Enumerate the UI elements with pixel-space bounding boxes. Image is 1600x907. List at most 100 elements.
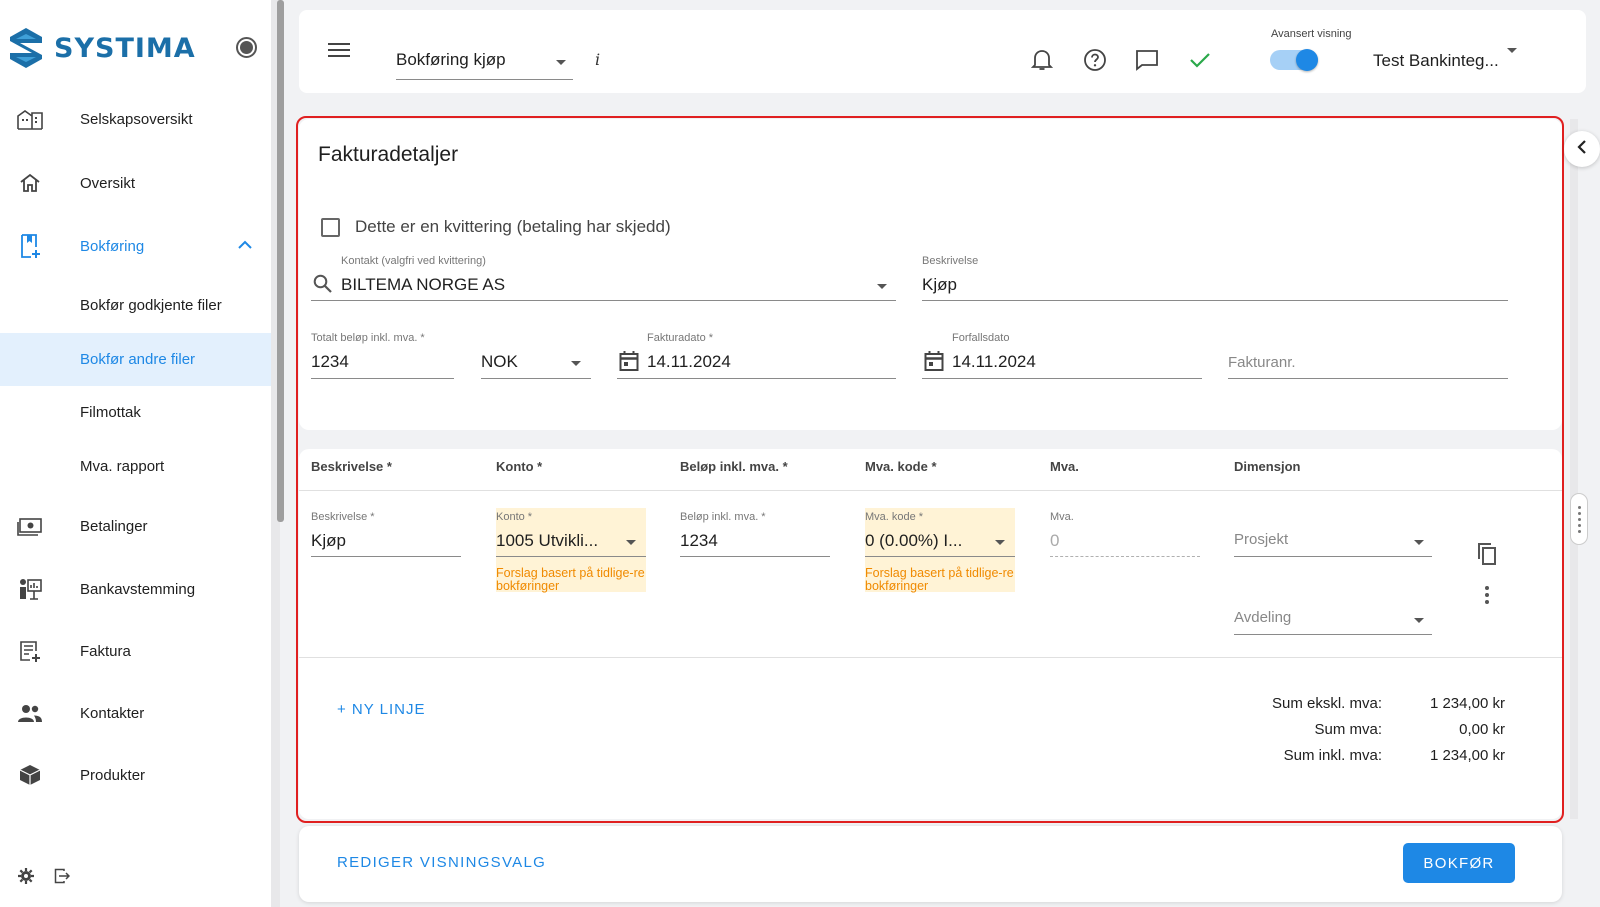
line-amount-field[interactable]: Beløp inkl. mva. * 1234 (680, 511, 830, 557)
sidebar-scrollbar[interactable] (271, 0, 280, 907)
sidebar-subitem-label: Filmottak (80, 404, 141, 421)
products-icon (17, 762, 43, 788)
chevron-down-icon (995, 540, 1005, 545)
sidebar-item-bookkeeping[interactable]: Bokføring (0, 233, 278, 259)
sum-incl-vat-label: Sum inkl. mva: (1283, 747, 1382, 764)
sidebar-item-label: Bokføring (80, 237, 145, 255)
chevron-left-icon (1577, 139, 1587, 159)
systima-logo-icon (10, 28, 42, 68)
settings-gear-icon[interactable] (18, 868, 34, 889)
sidebar-item-label: Produkter (80, 766, 146, 784)
sidebar-subitem-file-inbox[interactable]: Filmottak (0, 386, 278, 439)
more-vertical-icon[interactable] (1484, 585, 1490, 610)
column-header-vat: Mva. (1050, 459, 1079, 474)
department-select[interactable]: Avdeling (1234, 589, 1432, 635)
checkmark-icon[interactable] (1186, 46, 1214, 74)
sidebar-item-label: Oversikt (80, 174, 136, 192)
chevron-down-icon (877, 284, 887, 289)
line-description-value: Kjøp (311, 531, 346, 550)
total-amount-field[interactable]: Totalt beløp inkl. mva. * 1234 (311, 332, 454, 379)
sidebar-item-label: Bankavstemming (80, 580, 196, 598)
sidebar-item-invoice[interactable]: Faktura (0, 638, 278, 664)
sidebar-item-contacts[interactable]: Kontakter (0, 700, 278, 726)
sum-excl-vat-value: 1 234,00 kr (1429, 695, 1505, 712)
sidebar-item-bank-reconciliation[interactable]: Bankavstemming (0, 576, 278, 602)
invoice-number-placeholder: Fakturanr. (1228, 354, 1296, 371)
invoice-details-title: Fakturadetaljer (318, 143, 459, 166)
company-select-value[interactable]: Test Bankinteg... (1373, 51, 1499, 70)
content-scrollbar[interactable] (1570, 119, 1578, 819)
line-vat-value: 0 (1050, 531, 1060, 550)
systima-logo[interactable]: SYSTIMA (8, 26, 196, 70)
due-date-value: 14.11.2024 (952, 352, 1036, 371)
receipt-checkbox-row[interactable]: Dette er en kvittering (betaling har skj… (321, 217, 671, 237)
sidebar-item-label: Faktura (80, 642, 131, 660)
project-select[interactable]: Prosjekt (1234, 511, 1432, 557)
side-panel-toggle[interactable] (1564, 131, 1600, 167)
brand-name: SYSTIMA (54, 32, 196, 64)
help-icon[interactable] (1081, 46, 1109, 74)
invoice-date-value: 14.11.2024 (647, 352, 731, 371)
line-amount-value: 1234 (680, 531, 718, 550)
due-date-field[interactable]: Forfallsdato 14.11.2024 (922, 332, 1202, 379)
sidebar-item-company-overview[interactable]: Selskapsoversikt (0, 106, 278, 132)
info-icon[interactable]: i (595, 50, 601, 69)
sidebar-subitem-vat-report[interactable]: Mva. rapport (0, 440, 278, 493)
panel-resize-handle[interactable] (1570, 493, 1588, 545)
due-date-label: Forfallsdato (952, 332, 1010, 344)
description-field[interactable]: Beskrivelse Kjøp (922, 255, 1508, 301)
hamburger-menu-icon[interactable] (328, 42, 350, 63)
line-vat-code-value: 0 (0.00%) I... (865, 531, 963, 550)
company-chevron-down-icon[interactable] (1507, 48, 1517, 53)
company-overview-icon (17, 106, 43, 132)
invoice-number-field[interactable]: Fakturanr. (1228, 332, 1508, 379)
new-line-button[interactable]: + NY LINJE (337, 701, 426, 718)
department-placeholder: Avdeling (1234, 609, 1292, 626)
line-vat-field: Mva. 0 (1050, 511, 1200, 557)
sum-excl-vat-label: Sum ekskl. mva: (1271, 695, 1382, 712)
sum-vat-label: Sum mva: (1314, 721, 1382, 738)
page-type-select[interactable]: Bokføring kjøp (396, 38, 573, 80)
notification-bell-icon[interactable] (1028, 46, 1056, 74)
advanced-view-label: Avansert visning (1271, 28, 1352, 40)
sidebar-scrollbar-thumb[interactable] (277, 0, 284, 522)
calendar-icon[interactable] (619, 350, 639, 377)
sidebar-subitem-post-approved[interactable]: Bokfør godkjente filer (0, 279, 278, 332)
advanced-view-toggle[interactable] (1270, 48, 1318, 71)
calendar-icon[interactable] (924, 350, 944, 377)
post-button[interactable]: BOKFØR (1403, 843, 1515, 883)
sidebar: SYSTIMA Selskapsoversikt Oversikt Bokfør… (0, 0, 278, 907)
sum-incl-vat-value: 1 234,00 kr (1429, 747, 1505, 764)
chat-icon[interactable] (1133, 46, 1161, 74)
line-description-field[interactable]: Beskrivelse * Kjøp (311, 511, 461, 557)
contact-field[interactable]: Kontakt (valgfri ved kvittering) BILTEMA… (311, 255, 896, 301)
line-vat-code-select[interactable]: Mva. kode * 0 (0.00%) I... (865, 511, 1015, 557)
account-suggestion-highlight (496, 508, 646, 592)
currency-select[interactable]: NOK (481, 332, 591, 379)
sidebar-subitem-post-other[interactable]: Bokfør andre filer (0, 333, 278, 386)
contact-label: Kontakt (valgfri ved kvittering) (341, 255, 486, 267)
chevron-down-icon (1414, 540, 1424, 545)
sidebar-item-payments[interactable]: Betalinger (0, 513, 278, 539)
receipt-checkbox-label: Dette er en kvittering (betaling har skj… (355, 217, 671, 236)
currency-value: NOK (481, 352, 518, 371)
vat-code-suggestion-highlight (865, 508, 1015, 592)
sidebar-item-products[interactable]: Produkter (0, 762, 278, 788)
total-amount-value: 1234 (311, 352, 349, 371)
chevron-up-icon[interactable] (238, 237, 252, 254)
receipt-checkbox[interactable] (321, 217, 340, 237)
total-amount-label: Totalt beløp inkl. mva. * (311, 332, 425, 344)
edit-view-options-button[interactable]: REDIGER VISNINGSVALG (337, 854, 547, 871)
account-suggestion-text: Forslag basert på tidlige-re bokføringer (496, 566, 645, 593)
contact-value: BILTEMA NORGE AS (341, 275, 506, 294)
chevron-down-icon (556, 60, 566, 65)
line-account-select[interactable]: Konto * 1005 Utvikli... (496, 511, 646, 557)
logout-icon[interactable] (54, 868, 71, 889)
sidebar-collapse-toggle[interactable] (236, 37, 257, 58)
column-header-amount: Beløp inkl. mva. * (680, 459, 788, 474)
sum-vat-value: 0,00 kr (1459, 721, 1505, 738)
invoice-date-field[interactable]: Fakturadato * 14.11.2024 (617, 332, 896, 379)
invoice-details-card: Fakturadetaljer Dette er en kvittering (… (299, 119, 1562, 430)
copy-line-icon[interactable] (1476, 542, 1498, 571)
sidebar-item-overview[interactable]: Oversikt (0, 170, 278, 196)
